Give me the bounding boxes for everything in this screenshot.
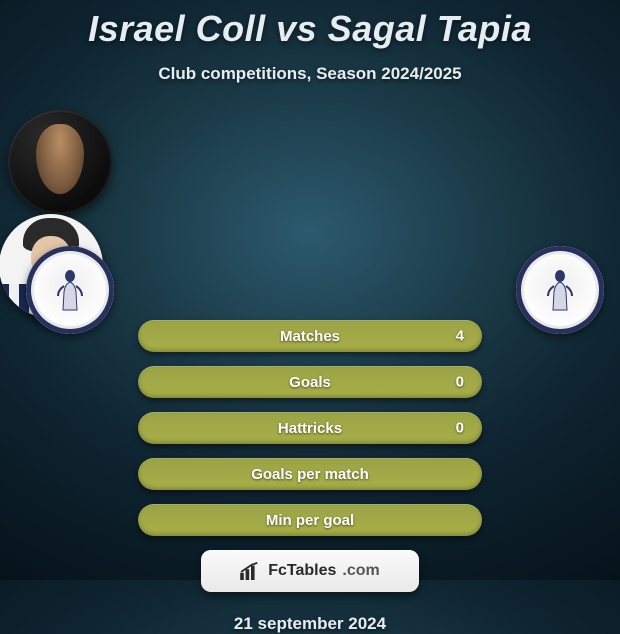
subtitle: Club competitions, Season 2024/2025 [0, 64, 620, 84]
stat-label: Min per goal [266, 512, 354, 529]
badge-figure-icon [536, 266, 584, 314]
player-left-avatar [8, 110, 112, 214]
stat-label: Goals per match [251, 466, 369, 483]
club-badge-left [26, 246, 114, 334]
stat-value: 4 [456, 328, 464, 345]
stat-row-goals: Goals 0 [138, 366, 482, 398]
stat-label: Matches [280, 328, 340, 345]
stat-row-hattricks: Hattricks 0 [138, 412, 482, 444]
club-badge-right [516, 246, 604, 334]
brand-suffix: .com [342, 562, 379, 580]
stat-row-goals-per-match: Goals per match [138, 458, 482, 490]
stat-bars: Matches 4 Goals 0 Hattricks 0 Goals per … [138, 320, 482, 536]
stat-label: Goals [289, 374, 331, 391]
brand-name: FcTables [268, 562, 336, 580]
snapshot-date: 21 september 2024 [0, 614, 620, 634]
page-title: Israel Coll vs Sagal Tapia [0, 0, 620, 50]
stat-value: 0 [456, 420, 464, 437]
stat-value: 0 [456, 374, 464, 391]
stat-row-matches: Matches 4 [138, 320, 482, 352]
stat-row-min-per-goal: Min per goal [138, 504, 482, 536]
stat-label: Hattricks [278, 420, 342, 437]
comparison-stage: Matches 4 Goals 0 Hattricks 0 Goals per … [0, 112, 620, 536]
bar-chart-icon [240, 562, 262, 580]
brand-badge: FcTables .com [201, 550, 419, 592]
badge-figure-icon [46, 266, 94, 314]
